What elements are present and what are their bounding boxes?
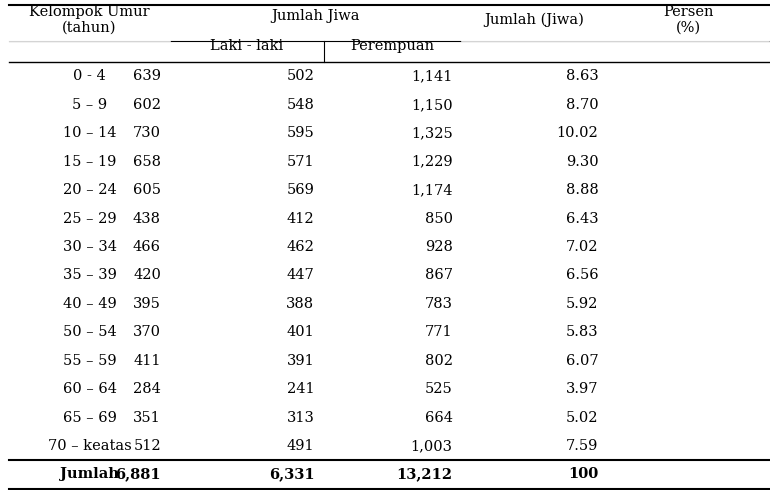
Text: 8.63: 8.63 [565, 70, 598, 83]
Text: 1,003: 1,003 [410, 439, 453, 453]
Text: 6.56: 6.56 [566, 269, 598, 282]
Text: 401: 401 [286, 325, 314, 339]
Text: 10.02: 10.02 [557, 126, 598, 140]
Text: 639: 639 [133, 70, 161, 83]
Text: 928: 928 [424, 240, 453, 254]
Text: 35 – 39: 35 – 39 [62, 269, 116, 282]
Text: 40 – 49: 40 – 49 [62, 297, 116, 311]
Text: Jumlah Jiwa: Jumlah Jiwa [272, 9, 360, 23]
Text: 20 – 24: 20 – 24 [62, 183, 116, 197]
Text: 605: 605 [133, 183, 161, 197]
Text: 313: 313 [286, 411, 314, 424]
Text: 548: 548 [286, 98, 314, 112]
Text: 70 – keatas: 70 – keatas [48, 439, 132, 453]
Text: 6.43: 6.43 [566, 212, 598, 225]
Text: Laki - laki: Laki - laki [210, 39, 283, 52]
Text: 664: 664 [424, 411, 453, 424]
Text: 60 – 64: 60 – 64 [62, 382, 116, 396]
Text: 6,881: 6,881 [116, 467, 161, 481]
Text: 730: 730 [133, 126, 161, 140]
Text: 395: 395 [133, 297, 161, 311]
Text: 595: 595 [286, 126, 314, 140]
Text: 388: 388 [286, 297, 314, 311]
Text: 3.97: 3.97 [566, 382, 598, 396]
Text: 0 - 4: 0 - 4 [73, 70, 106, 83]
Text: 420: 420 [133, 269, 161, 282]
Text: 411: 411 [133, 354, 161, 368]
Text: 1,325: 1,325 [410, 126, 453, 140]
Text: 802: 802 [424, 354, 453, 368]
Text: Perempuan: Perempuan [350, 39, 435, 52]
Text: 1,150: 1,150 [411, 98, 453, 112]
Text: 15 – 19: 15 – 19 [63, 155, 116, 169]
Text: 8.70: 8.70 [566, 98, 598, 112]
Text: 850: 850 [424, 212, 453, 225]
Text: 1,174: 1,174 [411, 183, 453, 197]
Text: 30 – 34: 30 – 34 [62, 240, 116, 254]
Text: 13,212: 13,212 [397, 467, 453, 481]
Text: 25 – 29: 25 – 29 [63, 212, 116, 225]
Text: 771: 771 [425, 325, 453, 339]
Text: 462: 462 [286, 240, 314, 254]
Text: 438: 438 [133, 212, 161, 225]
Text: 6.07: 6.07 [566, 354, 598, 368]
Text: Jumlah (Jiwa): Jumlah (Jiwa) [484, 12, 584, 27]
Text: 502: 502 [286, 70, 314, 83]
Text: 569: 569 [286, 183, 314, 197]
Text: 447: 447 [286, 269, 314, 282]
Text: 525: 525 [425, 382, 453, 396]
Text: 10 – 14: 10 – 14 [63, 126, 116, 140]
Text: 5 – 9: 5 – 9 [72, 98, 107, 112]
Text: 512: 512 [133, 439, 161, 453]
Text: 370: 370 [133, 325, 161, 339]
Text: 351: 351 [133, 411, 161, 424]
Text: 5.92: 5.92 [566, 297, 598, 311]
Text: 658: 658 [133, 155, 161, 169]
Text: 7.02: 7.02 [566, 240, 598, 254]
Text: 5.83: 5.83 [566, 325, 598, 339]
Text: Jumlah: Jumlah [60, 467, 119, 481]
Text: 241: 241 [286, 382, 314, 396]
Text: 571: 571 [286, 155, 314, 169]
Text: 8.88: 8.88 [565, 183, 598, 197]
Text: 284: 284 [133, 382, 161, 396]
Text: 55 – 59: 55 – 59 [63, 354, 116, 368]
Text: 1,229: 1,229 [411, 155, 453, 169]
Text: 7.59: 7.59 [566, 439, 598, 453]
Text: 50 – 54: 50 – 54 [62, 325, 116, 339]
Text: 6,331: 6,331 [269, 467, 314, 481]
Text: 100: 100 [568, 467, 598, 481]
Text: 391: 391 [286, 354, 314, 368]
Text: 9.30: 9.30 [566, 155, 598, 169]
Text: 867: 867 [424, 269, 453, 282]
Text: Kelompok Umur
(tahun): Kelompok Umur (tahun) [29, 4, 150, 35]
Text: 1,141: 1,141 [411, 70, 453, 83]
Text: 5.02: 5.02 [566, 411, 598, 424]
Text: 412: 412 [286, 212, 314, 225]
Text: 602: 602 [133, 98, 161, 112]
Text: Persen
(%): Persen (%) [663, 4, 713, 35]
Text: 65 – 69: 65 – 69 [62, 411, 116, 424]
Text: 491: 491 [286, 439, 314, 453]
Text: 783: 783 [424, 297, 453, 311]
Text: 466: 466 [133, 240, 161, 254]
